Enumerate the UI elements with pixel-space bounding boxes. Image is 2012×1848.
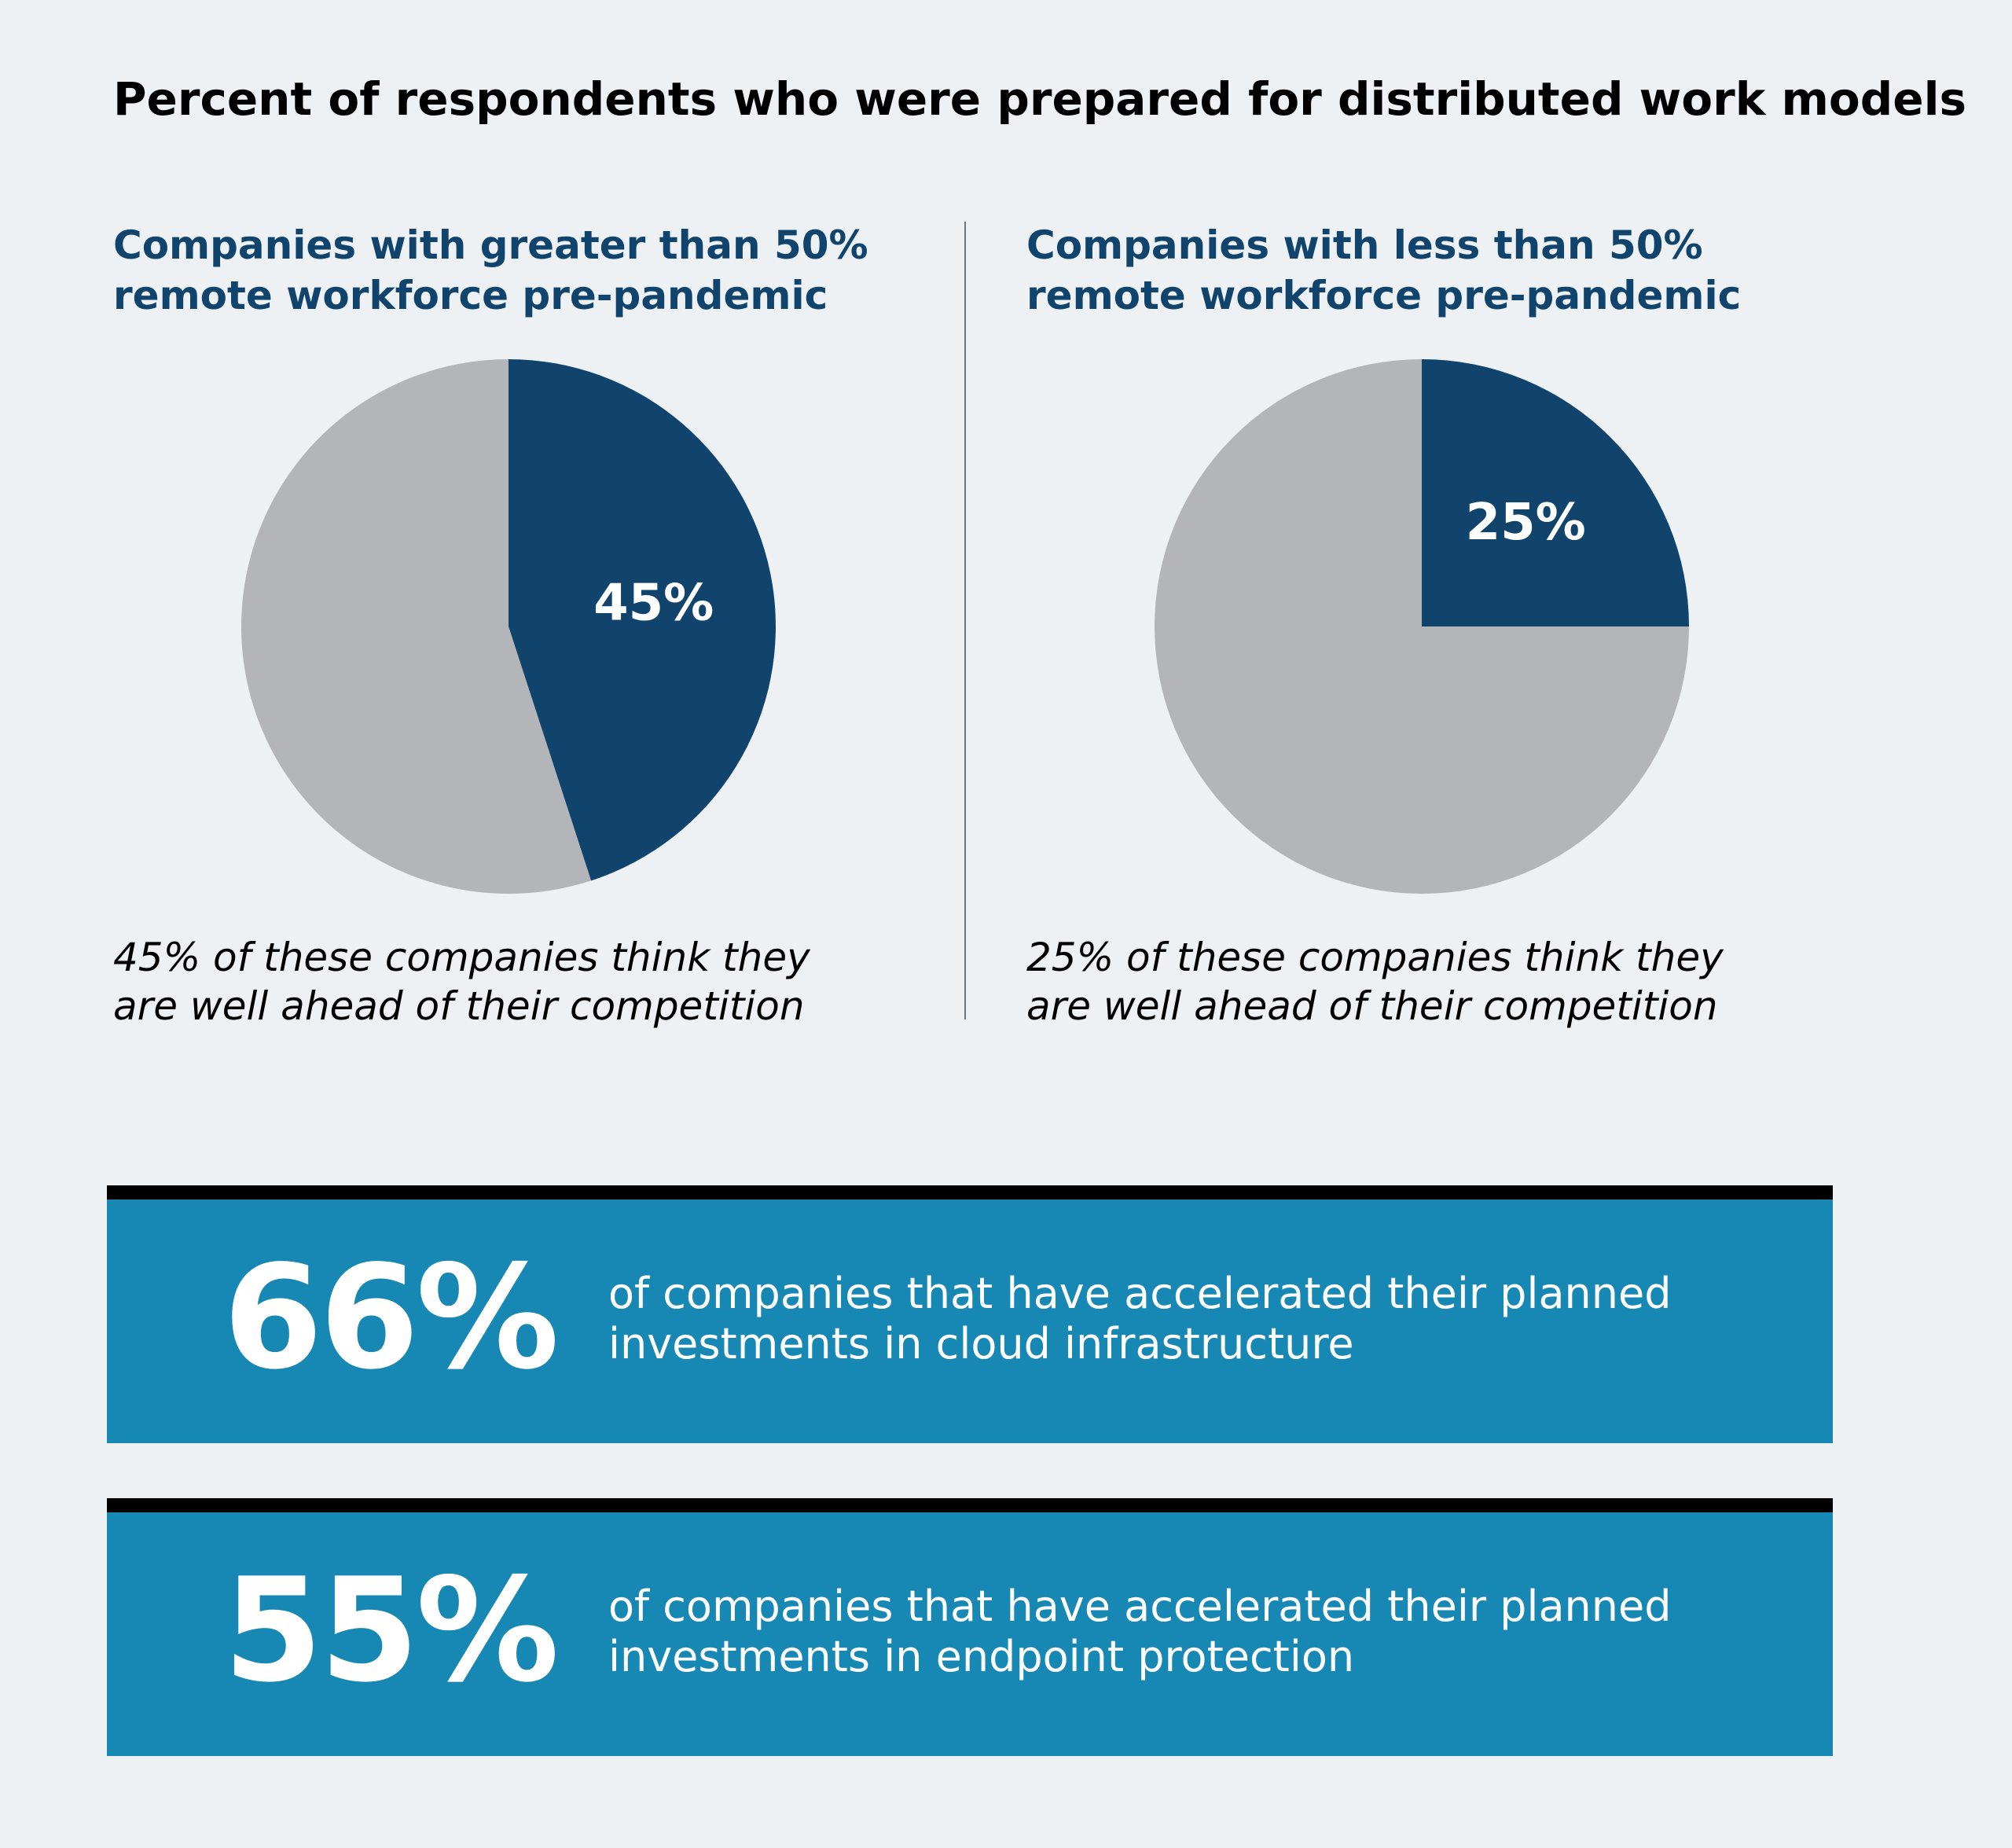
stat-text: of companies that have accelerated their… bbox=[608, 1269, 1803, 1369]
stat-number: 66% bbox=[223, 1234, 560, 1401]
pie-slice-label: 25% bbox=[1466, 494, 1586, 552]
panel-heading-line-2: remote workforce pre-pandemic bbox=[113, 273, 828, 318]
stat-number: 55% bbox=[223, 1547, 560, 1714]
panel-caption-line-2: are well ahead of their competition bbox=[1026, 983, 1718, 1029]
pie-slice-0 bbox=[509, 359, 776, 881]
stat-text-line-2: investments in endpoint protection bbox=[608, 1632, 1355, 1681]
panel-heading-line-1: Companies with less than 50% bbox=[1026, 222, 1703, 268]
panel-caption: 25% of these companies think they are we… bbox=[1026, 933, 1875, 1031]
panel-caption: 45% of these companies think they are we… bbox=[113, 933, 962, 1031]
panel-heading-line-2: remote workforce pre-pandemic bbox=[1026, 273, 1742, 318]
panel-heading: Companies with greater than 50% remote w… bbox=[113, 220, 938, 321]
panel-under-50: Companies with less than 50% remote work… bbox=[1026, 220, 1852, 1038]
panel-divider bbox=[964, 222, 966, 1020]
stat-text-line-2: investments in cloud infrastructure bbox=[608, 1319, 1354, 1369]
panel-caption-line-1: 25% of these companies think they bbox=[1026, 935, 1724, 980]
pie-slice-1 bbox=[1155, 359, 1689, 894]
panel-over-50: Companies with greater than 50% remote w… bbox=[113, 220, 938, 1038]
stat-text-line-1: of companies that have accelerated their… bbox=[608, 1582, 1672, 1631]
pie-chart-under-50: 25% bbox=[1155, 359, 1689, 894]
panel-caption-line-1: 45% of these companies think they bbox=[113, 935, 810, 980]
pie-slice-1 bbox=[241, 359, 592, 894]
stat-box-endpoint: 55% of companies that have accelerated t… bbox=[107, 1498, 1833, 1756]
panel-caption-line-2: are well ahead of their competition bbox=[113, 983, 805, 1029]
pie-chart-over-50: 45% bbox=[241, 359, 776, 894]
page-title: Percent of respondents who were prepared… bbox=[113, 72, 1967, 126]
stat-text: of companies that have accelerated their… bbox=[608, 1582, 1803, 1682]
stat-box-cloud: 66% of companies that have accelerated t… bbox=[107, 1185, 1833, 1443]
panel-heading-line-1: Companies with greater than 50% bbox=[113, 222, 868, 268]
pie-slice-label: 45% bbox=[593, 575, 714, 633]
panel-heading: Companies with less than 50% remote work… bbox=[1026, 220, 1852, 321]
stat-text-line-1: of companies that have accelerated their… bbox=[608, 1269, 1672, 1318]
pie-slice-0 bbox=[1422, 359, 1689, 626]
